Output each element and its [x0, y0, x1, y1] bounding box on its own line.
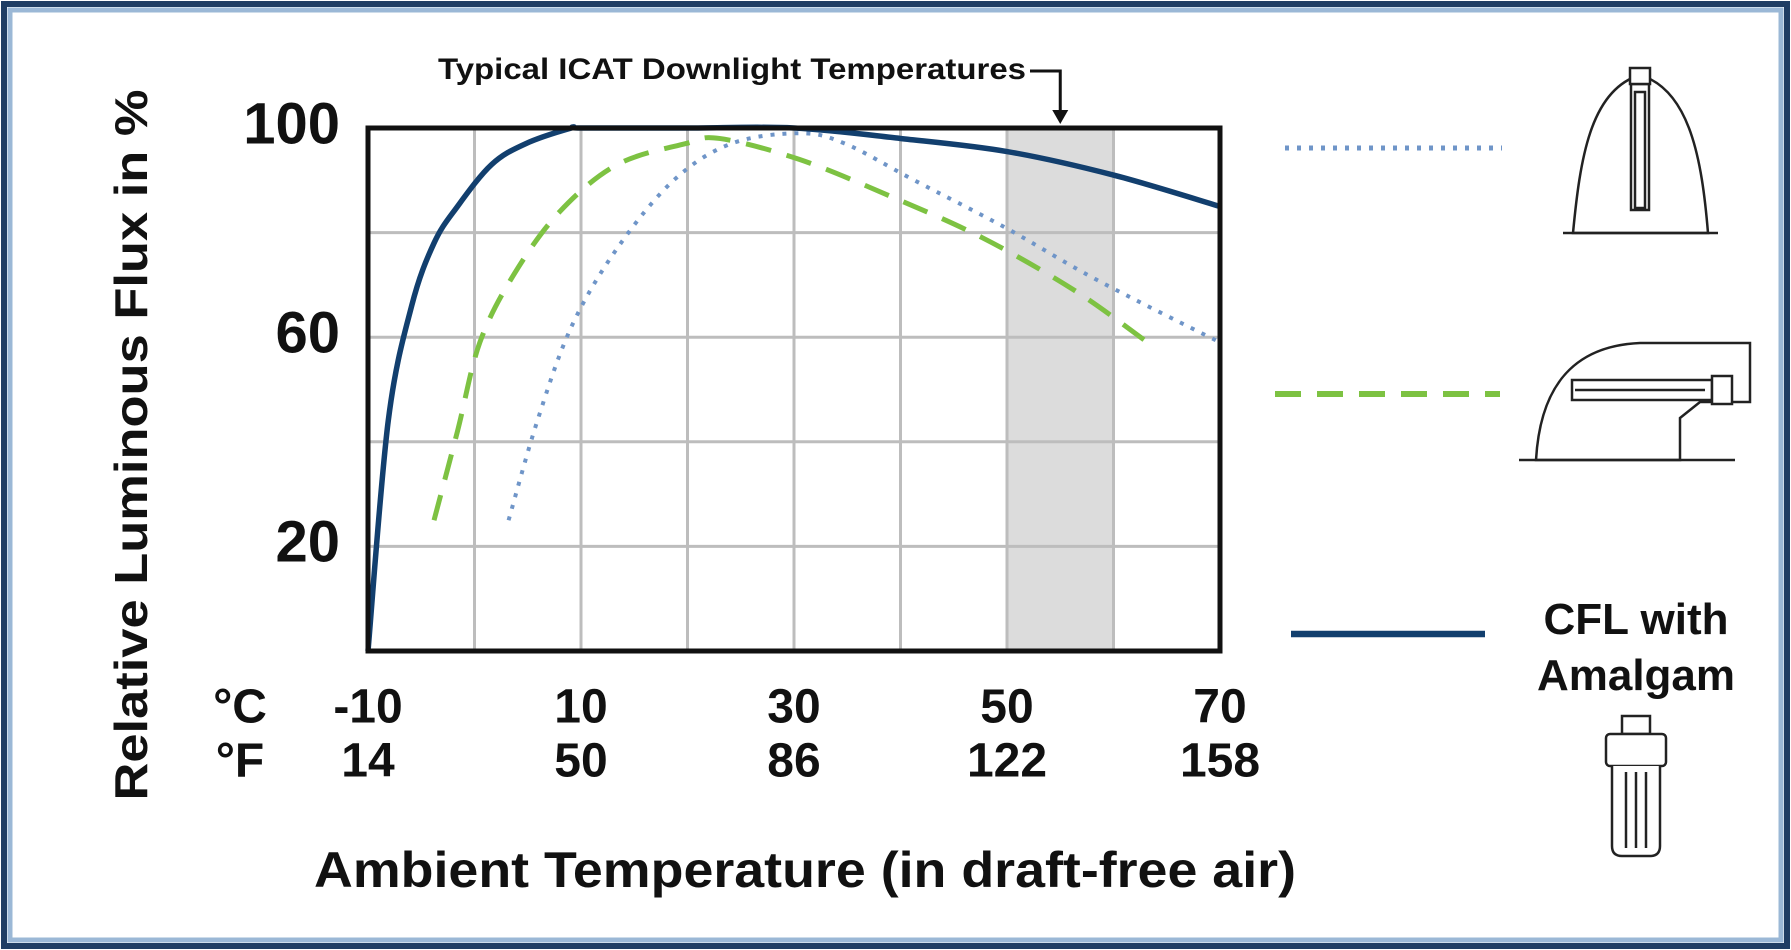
y-axis-label: Relative Luminous Flux in % — [105, 90, 157, 801]
y-tick-label: 60 — [275, 301, 340, 366]
x-tick-label-f: 50 — [554, 735, 607, 788]
chart: Typical ICAT Downlight Temperatures Rela… — [0, 0, 1791, 950]
x-tick-label-f: 14 — [341, 735, 395, 788]
x-tick-unit: °F — [216, 735, 265, 788]
x-tick-label-f: 122 — [967, 735, 1047, 788]
y-tick-label: 100 — [243, 91, 340, 156]
x-tick-label: -10 — [333, 681, 402, 734]
lamp-icon-reflector — [1563, 68, 1718, 233]
legend-label: CFL with Amalgam — [1516, 592, 1756, 704]
page: Typical ICAT Downlight Temperatures Rela… — [0, 0, 1791, 950]
plot-area — [368, 71, 1220, 651]
annotation-arrow — [1030, 71, 1060, 114]
x-tick-label: 70 — [1193, 681, 1246, 734]
x-tick-label: 50 — [980, 681, 1033, 734]
y-tick-label: 20 — [275, 510, 340, 575]
x-tick-unit: °C — [213, 681, 267, 734]
x-axis-label: Ambient Temperature (in draft-free air) — [314, 842, 1296, 898]
annotation-arrowhead — [1052, 110, 1068, 124]
x-tick-label: 10 — [554, 681, 607, 734]
annotation-text: Typical ICAT Downlight Temperatures — [438, 53, 1026, 86]
x-tick-label-f: 158 — [1180, 735, 1260, 788]
lamp-icon-amalgam — [1606, 716, 1666, 856]
lamp-icon-horizontal — [1519, 343, 1750, 460]
x-tick-label-f: 86 — [767, 735, 820, 788]
annotation-band — [1007, 128, 1114, 651]
x-tick-label: 30 — [767, 681, 820, 734]
